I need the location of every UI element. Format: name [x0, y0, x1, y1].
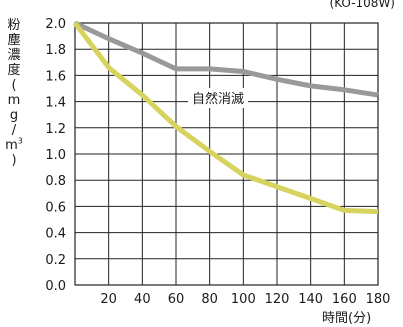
x-tick-label: 120	[265, 292, 290, 307]
y-tick-label: 0.2	[45, 253, 66, 268]
x-tick-label: 40	[134, 292, 151, 307]
y-axis-title-char: m	[7, 93, 21, 108]
x-tick-label: 160	[332, 292, 357, 307]
y-tick-label: 1.4	[45, 96, 66, 111]
x-tick-label: 60	[168, 292, 185, 307]
y-axis-title-char: /	[11, 123, 17, 138]
plot-frame	[74, 22, 379, 286]
y-tick-label: 0.4	[45, 227, 66, 242]
y-axis-title-char: m3	[5, 136, 23, 153]
y-axis-title-superscript: 3	[17, 136, 23, 146]
x-tick-label: 180	[366, 292, 391, 307]
y-axis-title-char: m	[5, 138, 18, 153]
y-axis-title-char: 度	[7, 63, 21, 78]
series-label-background	[188, 88, 248, 108]
y-tick-label: 1.2	[45, 122, 66, 137]
y-tick-label: 0.0	[45, 279, 66, 294]
x-tick-label: 140	[298, 292, 323, 307]
y-axis-title-char: 粉	[7, 18, 21, 33]
y-axis-title: 粉 塵 濃 度 ( m g / m3 )	[5, 18, 23, 168]
y-axis-title-char: (	[11, 78, 17, 93]
y-tick-label: 0.6	[45, 200, 66, 215]
y-tick-label: 2.0	[45, 17, 66, 32]
x-tick-label: 80	[201, 292, 218, 307]
model-label: (KO-108W)	[329, 0, 395, 10]
y-axis-title-char: g	[9, 108, 19, 123]
y-axis-title-char: )	[11, 153, 17, 168]
x-tick-label: 20	[100, 292, 117, 307]
x-tick-label: 100	[231, 292, 256, 307]
y-tick-label: 1.6	[45, 69, 66, 84]
y-tick-label: 1.8	[45, 43, 66, 58]
y-tick-label: 1.0	[45, 148, 66, 163]
x-axis-title: 時間(分)	[322, 311, 372, 326]
series-label-natural-decay: 自然消滅	[192, 91, 244, 107]
series-line-natural-decay	[73, 20, 379, 98]
series-line-purifier	[73, 21, 379, 215]
y-axis-title-char: 濃	[7, 48, 21, 63]
y-axis-title-char: 塵	[7, 33, 21, 48]
y-tick-label: 0.8	[45, 174, 66, 189]
